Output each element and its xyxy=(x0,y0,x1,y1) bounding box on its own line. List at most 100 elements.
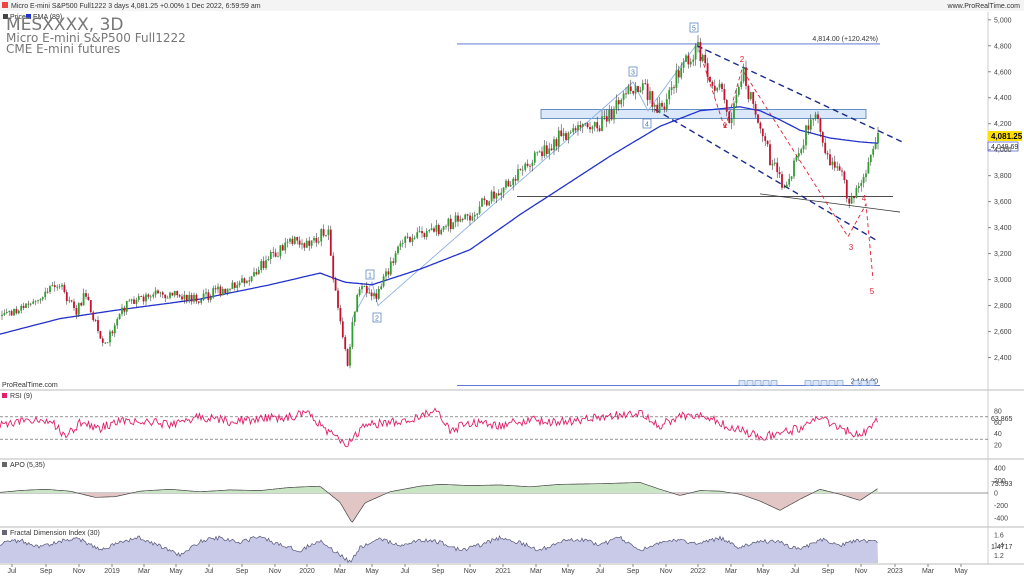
x-tick-label: Jul xyxy=(8,568,17,575)
legend-price-label: Price xyxy=(10,14,26,21)
candle-body xyxy=(75,308,78,315)
x-tick-label: Nov xyxy=(660,568,673,575)
candle-body xyxy=(586,123,589,128)
x-tick-label: Jul xyxy=(401,568,410,575)
candle-body xyxy=(526,163,529,166)
candle-body xyxy=(572,128,575,133)
candle-body xyxy=(344,337,347,350)
candle-body xyxy=(89,300,92,313)
ema-value-badge xyxy=(987,141,1019,152)
blue-wave-label: 3 xyxy=(631,70,635,77)
header-site[interactable]: www.ProRealTime.com xyxy=(947,3,1021,10)
candle-body xyxy=(423,233,426,237)
candle-body xyxy=(848,198,851,204)
resistance-zone[interactable] xyxy=(540,109,867,119)
candle-body xyxy=(149,296,152,298)
last-price-badge xyxy=(988,131,1022,141)
candle-body xyxy=(459,219,462,222)
channel-upper[interactable] xyxy=(696,45,906,144)
candle-body xyxy=(449,218,452,230)
candle-body xyxy=(99,331,102,339)
candle-body xyxy=(13,308,15,316)
candle-body xyxy=(874,143,877,149)
ema-line[interactable] xyxy=(0,106,879,335)
candle-body xyxy=(461,219,464,220)
candle-body xyxy=(838,166,841,171)
candle-body xyxy=(44,291,47,298)
candle-body xyxy=(154,290,157,295)
candle-body xyxy=(605,116,608,122)
candle-body xyxy=(553,139,555,151)
y-tick-label: 2,800 xyxy=(994,303,1012,310)
low-line-marker xyxy=(828,380,836,386)
blue-wave-marker xyxy=(689,22,699,33)
candle-body xyxy=(819,118,822,132)
candle-body xyxy=(658,102,661,113)
blue-wave-path[interactable] xyxy=(351,43,698,319)
candle-body xyxy=(29,303,32,305)
candle-body xyxy=(356,295,359,312)
candle-body xyxy=(303,243,306,248)
candle-body xyxy=(243,278,246,284)
candle-body xyxy=(608,109,611,122)
candle-body xyxy=(615,100,618,109)
fdi-line[interactable] xyxy=(0,534,878,564)
candle-body xyxy=(430,228,433,231)
candle-body xyxy=(61,284,63,287)
apo-negative-area xyxy=(0,493,878,522)
candle-body xyxy=(82,293,85,306)
legend-ema-swatch xyxy=(26,14,31,19)
instrument-line1: Micro E-mini S&P500 Full1222 xyxy=(6,31,186,45)
apo-title: APO (5,35) xyxy=(10,462,45,469)
candle-body xyxy=(728,111,731,123)
candle-body xyxy=(867,162,870,174)
candle-body xyxy=(101,338,104,343)
ema-value-label: 4,049.69 xyxy=(991,144,1018,151)
candle-body xyxy=(773,162,776,164)
candle-body xyxy=(545,145,548,154)
candle-body xyxy=(481,198,483,207)
candle-body xyxy=(466,214,469,216)
candle-body xyxy=(34,300,37,302)
candle-body xyxy=(541,151,543,157)
y-tick-label: 2,400 xyxy=(994,355,1012,362)
candle-body xyxy=(469,215,471,221)
y-tick-label: 3,600 xyxy=(994,199,1012,206)
x-tick-label: Sep xyxy=(40,568,53,575)
candle-body xyxy=(241,278,243,283)
candle-body xyxy=(495,193,498,199)
candle-body xyxy=(680,67,683,78)
candle-body xyxy=(853,196,855,199)
candle-body xyxy=(358,289,361,296)
candle-body xyxy=(409,237,411,242)
candle-body xyxy=(329,229,332,256)
candle-body xyxy=(457,215,459,222)
legend-price-swatch xyxy=(3,14,8,19)
candle-body xyxy=(845,180,848,199)
candle-body xyxy=(322,229,325,236)
y-tick-label: 3,000 xyxy=(994,277,1012,284)
candle-body xyxy=(346,349,349,366)
channel-lower[interactable] xyxy=(654,108,878,242)
red-wave-path[interactable] xyxy=(696,43,874,280)
candle-body xyxy=(152,294,155,297)
trend-line[interactable] xyxy=(759,193,901,213)
candle-body xyxy=(56,286,59,288)
apo-line[interactable] xyxy=(0,482,878,523)
candle-body xyxy=(313,237,315,241)
candle-body xyxy=(272,252,275,253)
candle-body xyxy=(603,116,606,118)
candle-body xyxy=(279,245,282,257)
low-line-marker xyxy=(804,380,812,386)
candle-body xyxy=(373,293,375,297)
candle-body xyxy=(260,261,263,270)
candle-body xyxy=(236,285,239,288)
candle-body xyxy=(555,139,558,147)
candle-body xyxy=(121,307,123,315)
rsi-line[interactable] xyxy=(0,407,878,448)
candle-body xyxy=(593,122,596,127)
apo-swatch xyxy=(2,462,7,467)
candle-body xyxy=(862,177,865,184)
